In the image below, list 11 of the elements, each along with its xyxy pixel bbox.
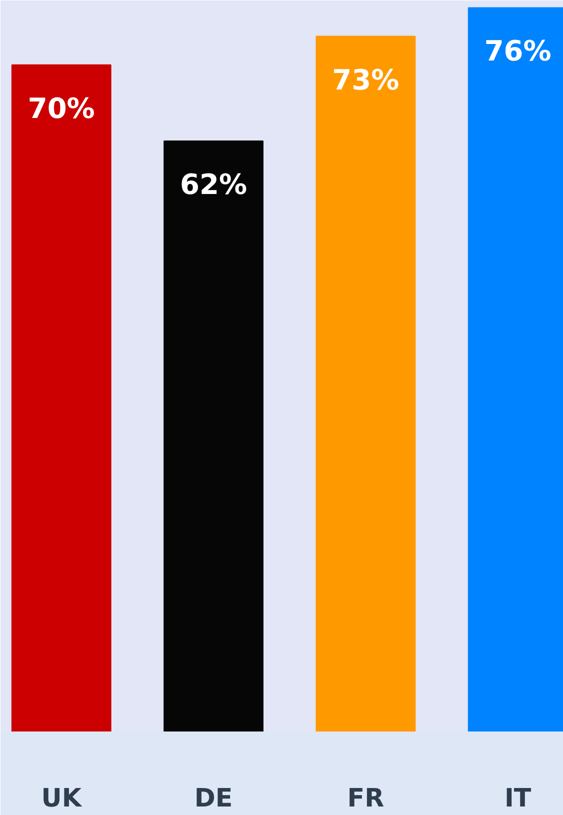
data-label: 70%: [28, 92, 95, 125]
x-tick-label: DE: [194, 782, 233, 812]
data-label: 62%: [180, 168, 248, 202]
bar: [316, 36, 416, 732]
data-label: 76%: [484, 34, 552, 68]
x-tick-label: IT: [504, 782, 532, 812]
data-label: 73%: [332, 63, 400, 96]
bar: [11, 64, 112, 732]
x-tick-label: UK: [41, 782, 83, 812]
x-tick-label: FR: [347, 782, 384, 812]
bar: [164, 140, 264, 732]
